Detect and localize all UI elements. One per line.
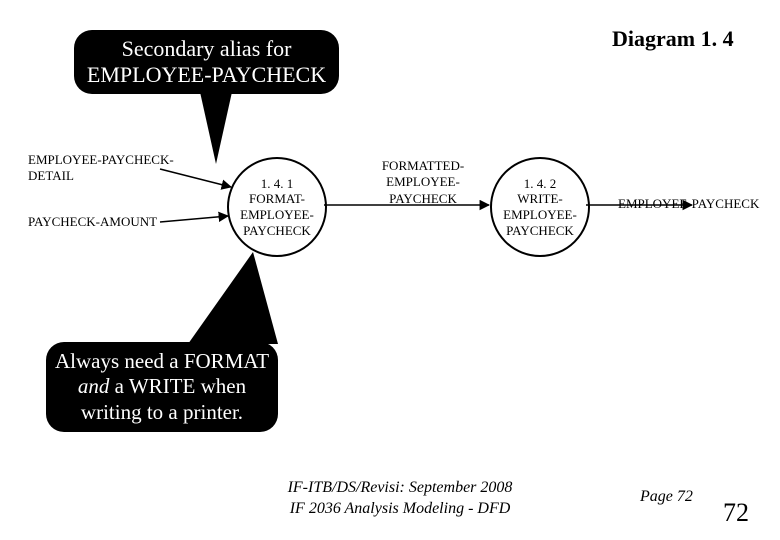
callout-bottom-line1: Always need a FORMAT	[55, 349, 269, 374]
proc2-number: 1. 4. 2	[524, 176, 557, 192]
footer-text: IF-ITB/DS/Revisi: September 2008 IF 2036…	[250, 478, 550, 520]
footer-line1: IF-ITB/DS/Revisi: September 2008	[288, 479, 513, 496]
outflow-employee-paycheck: EMPLOYEE-PAYCHECK	[618, 196, 759, 212]
inflow-paycheck-amount: PAYCHECK-AMOUNT	[28, 214, 188, 230]
process-format-employee-paycheck: 1. 4. 1 FORMAT-EMPLOYEE-PAYCHECK	[227, 157, 327, 257]
diagram-title: Diagram 1. 4	[612, 26, 734, 52]
callout-format-write: Always need a FORMAT and a WRITE when wr…	[46, 342, 278, 432]
callout-bottom-post: a WRITE when	[109, 374, 246, 398]
page-number: 72	[723, 498, 749, 528]
footer-line2: IF 2036 Analysis Modeling - DFD	[290, 500, 511, 517]
dataflow-formatted-employee-paycheck: FORMATTED-EMPLOYEE-PAYCHECK	[368, 158, 478, 207]
callout-top-text: Secondary alias for EMPLOYEE-PAYCHECK	[74, 36, 339, 89]
callout-bottom-line2: and a WRITE when	[78, 374, 246, 399]
proc1-number: 1. 4. 1	[261, 176, 294, 192]
inflow-employee-paycheck-detail: EMPLOYEE-PAYCHECK-DETAIL	[28, 152, 188, 185]
callout-bottom-line3: writing to a printer.	[81, 400, 243, 425]
callout-top-pointer	[200, 92, 232, 164]
callout-bottom-and: and	[78, 374, 110, 398]
process-write-employee-paycheck: 1. 4. 2 WRITE-EMPLOYEE-PAYCHECK	[490, 157, 590, 257]
callout-bottom-pointer	[188, 252, 278, 344]
proc1-name: FORMAT-EMPLOYEE-PAYCHECK	[240, 191, 314, 238]
page-label: Page 72	[640, 488, 693, 506]
proc2-name: WRITE-EMPLOYEE-PAYCHECK	[503, 191, 577, 238]
callout-bottom-notch	[278, 343, 286, 432]
callout-secondary-alias: Secondary alias for EMPLOYEE-PAYCHECK	[74, 30, 339, 94]
